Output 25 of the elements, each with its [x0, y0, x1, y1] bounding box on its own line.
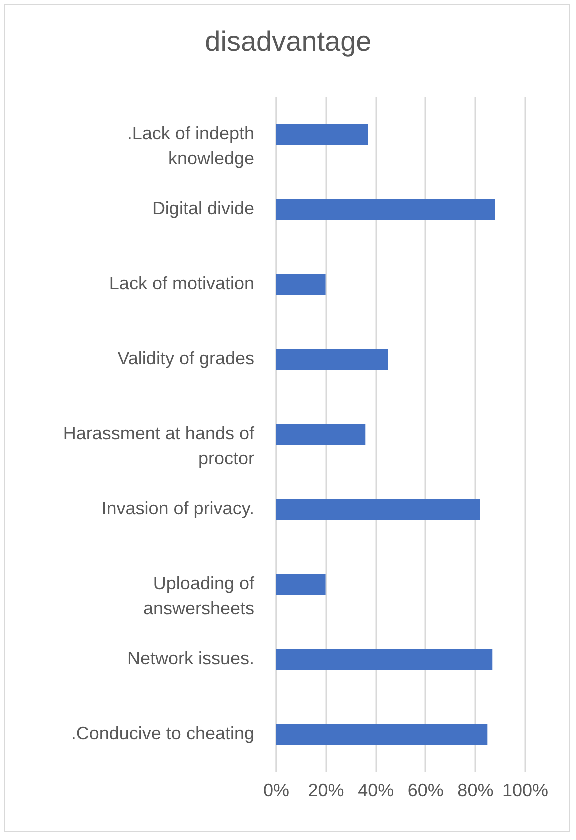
x-tick-label: 20%	[308, 780, 344, 800]
bar	[276, 724, 488, 745]
bar	[276, 424, 366, 445]
y-tick-label: Network issues.	[127, 648, 254, 668]
x-tick-label: 0%	[263, 780, 290, 800]
x-tick-label: 60%	[408, 780, 444, 800]
bar	[276, 124, 368, 145]
bar	[276, 274, 326, 295]
y-tick-label: Validity of grades	[118, 348, 254, 368]
y-tick-label: .Lack of indepth knowledge	[127, 124, 254, 168]
y-tick-label: Lack of motivation	[109, 274, 254, 294]
y-tick-label: .Conducive to cheating	[71, 724, 254, 744]
bar	[276, 649, 493, 670]
y-tick-label: Uploading of answersheets	[143, 574, 256, 618]
chart-title: disadvantage	[205, 26, 372, 57]
x-tick-label: 80%	[458, 780, 494, 800]
bar	[276, 199, 496, 220]
bar	[276, 574, 326, 595]
y-tick-label: Harassment at hands of proctor	[63, 424, 256, 468]
y-tick-label: Digital divide	[152, 198, 254, 218]
x-tick-label: 40%	[358, 780, 394, 800]
y-tick-label: Invasion of privacy.	[102, 498, 254, 518]
bar	[276, 349, 388, 370]
bar	[276, 499, 480, 520]
x-tick-label: 100%	[502, 780, 549, 800]
